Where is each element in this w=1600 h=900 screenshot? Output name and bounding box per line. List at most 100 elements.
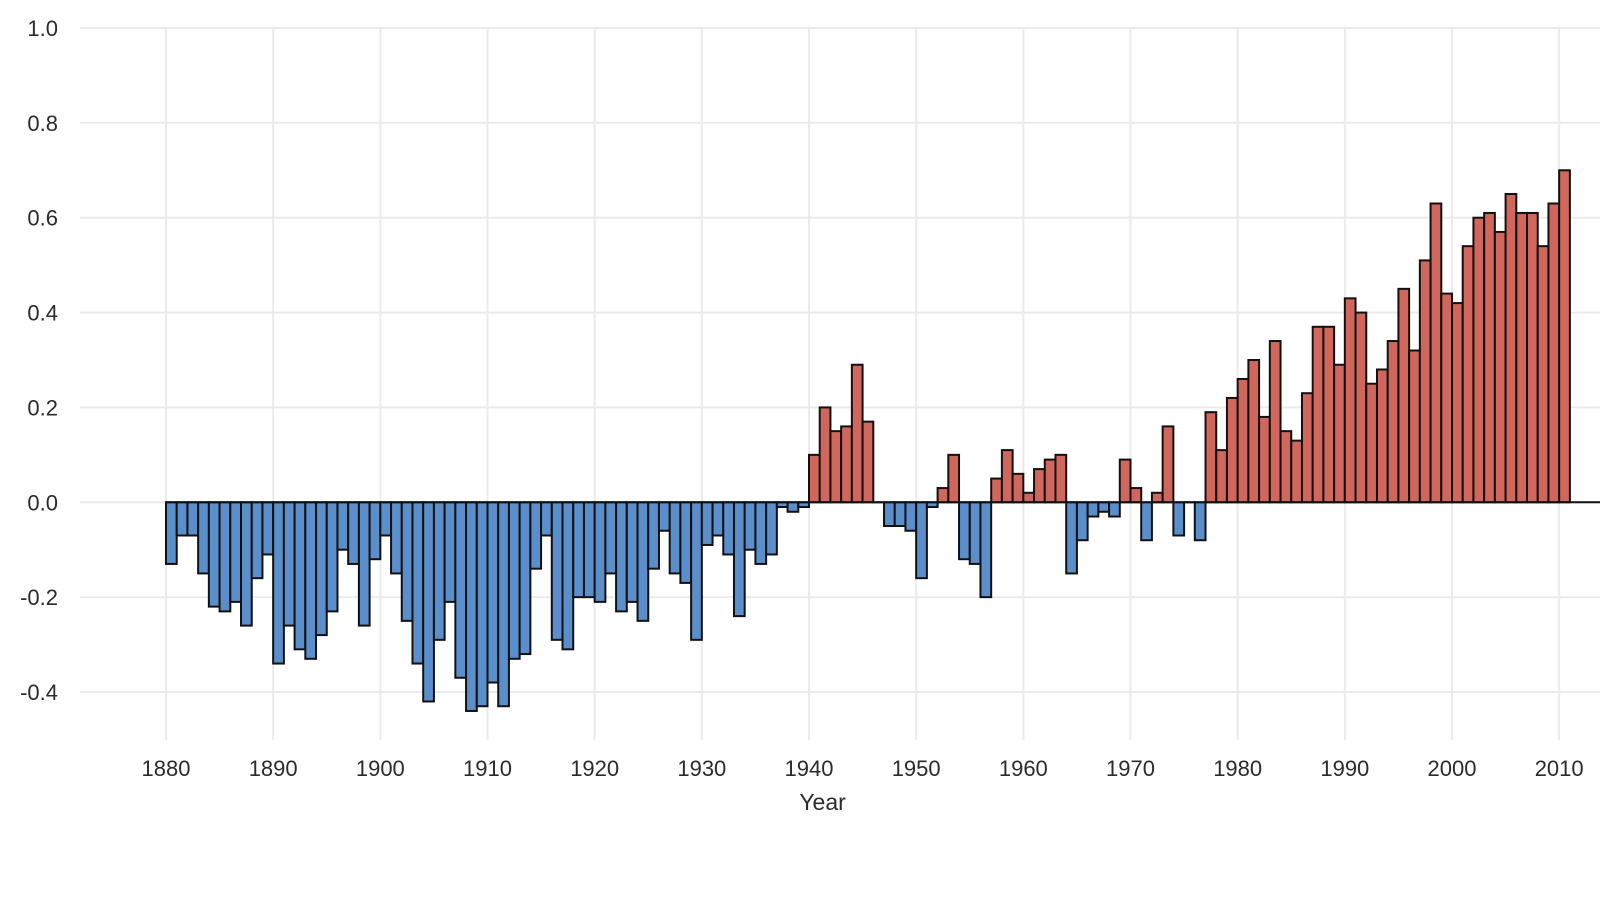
bar-1977	[1204, 411, 1218, 504]
bar-1897	[347, 501, 360, 565]
bar-1950	[915, 501, 928, 580]
x-tick-label: 1990	[1320, 756, 1369, 781]
bar-1936	[765, 501, 778, 556]
bar-1892	[293, 501, 307, 651]
bar-1983	[1268, 340, 1282, 504]
y-tick-label: 0.8	[27, 111, 58, 136]
bar-1898	[357, 501, 371, 627]
bar-1921	[604, 501, 618, 575]
bar-1927	[668, 501, 682, 575]
bar-1974	[1172, 501, 1186, 537]
bar-1947	[883, 501, 896, 527]
bar-1889	[261, 501, 275, 556]
bar-1904	[422, 501, 435, 703]
bar-1976	[1193, 501, 1207, 542]
bar-1907	[454, 501, 468, 679]
y-tick-label: 0.0	[27, 490, 58, 515]
bar-1979	[1225, 396, 1239, 504]
bar-1995	[1397, 287, 1411, 504]
x-axis-ticks: 1880 1890 1900 1910 1920 1930 1940 1950 1960 1970…	[142, 756, 1584, 781]
bar-1957	[990, 477, 1003, 504]
bar-1918	[572, 501, 585, 599]
bar-2007	[1526, 211, 1539, 504]
bar-1906	[443, 501, 457, 603]
bar-1994	[1386, 340, 1400, 504]
y-tick-label: 0.2	[27, 395, 58, 420]
bar-1969	[1118, 458, 1132, 504]
x-tick-label: 1940	[785, 756, 834, 781]
bar-1933	[732, 501, 746, 618]
bar-1903	[411, 501, 425, 665]
bar-1896	[336, 501, 350, 551]
bar-1880	[165, 501, 178, 565]
bar-1885	[218, 501, 232, 613]
bar-1931	[711, 501, 725, 537]
bar-1905	[432, 501, 446, 641]
bar-1913	[518, 501, 532, 656]
bar-1963	[1054, 453, 1068, 504]
bar-1934	[743, 501, 757, 551]
bar-2006	[1515, 211, 1529, 504]
bar-1908	[465, 501, 478, 712]
bar-1948	[893, 501, 907, 527]
bar-2005	[1504, 193, 1518, 504]
bar-1993	[1375, 368, 1389, 504]
x-tick-label: 1930	[677, 756, 726, 781]
x-tick-label: 1880	[142, 756, 191, 781]
bar-1988	[1322, 325, 1336, 504]
y-tick-label: 0.4	[27, 301, 58, 326]
bar-1938	[786, 501, 800, 513]
x-tick-label: 1980	[1213, 756, 1262, 781]
bar-1928	[679, 501, 693, 584]
bar-1967	[1097, 501, 1111, 513]
x-tick-label: 2010	[1535, 756, 1584, 781]
bar-1926	[657, 501, 671, 532]
bar-1980	[1236, 377, 1250, 504]
bar-1911	[497, 501, 510, 708]
bar-2010	[1558, 169, 1571, 504]
y-tick-label: -0.2	[20, 585, 58, 610]
bar-1941	[818, 406, 832, 504]
bar-1966	[1086, 501, 1100, 518]
x-tick-label: 1910	[463, 756, 512, 781]
bar-1923	[625, 501, 639, 603]
bar-1973	[1161, 425, 1175, 504]
bar-1924	[636, 501, 650, 622]
bar-1965	[1075, 501, 1089, 542]
x-tick-label: 2000	[1428, 756, 1477, 781]
bar-1997	[1418, 259, 1432, 504]
x-tick-label: 1920	[570, 756, 619, 781]
bar-1953	[947, 453, 961, 504]
bar-2003	[1483, 211, 1496, 504]
bar-1961	[1033, 468, 1046, 504]
bar-1985	[1290, 439, 1303, 504]
bar-2000	[1451, 302, 1464, 504]
bar-1984	[1279, 430, 1293, 504]
bar-1989	[1333, 363, 1346, 504]
y-tick-label: 1.0	[27, 16, 58, 41]
bar-2008	[1536, 245, 1550, 504]
bar-1955	[968, 501, 982, 565]
bar-1920	[593, 501, 607, 603]
bar-1959	[1011, 472, 1025, 504]
bar-1982	[1258, 415, 1271, 504]
bar-1968	[1108, 501, 1121, 518]
bar-1888	[250, 501, 264, 580]
bar-1960	[1022, 491, 1036, 504]
bar-1886	[229, 501, 243, 603]
bar-1882	[186, 501, 200, 537]
bar-1998	[1429, 202, 1443, 504]
bar-1902	[400, 501, 414, 622]
bar-1944	[850, 363, 864, 504]
bar-1970	[1129, 487, 1143, 504]
x-tick-label: 1900	[356, 756, 405, 781]
bar-1900	[379, 501, 393, 537]
bar-2001	[1461, 245, 1475, 504]
bar-1914	[529, 501, 543, 570]
bar-1964	[1065, 501, 1078, 575]
bar-1992	[1365, 382, 1378, 504]
bar-2004	[1493, 230, 1507, 504]
bar-1940	[808, 453, 821, 504]
